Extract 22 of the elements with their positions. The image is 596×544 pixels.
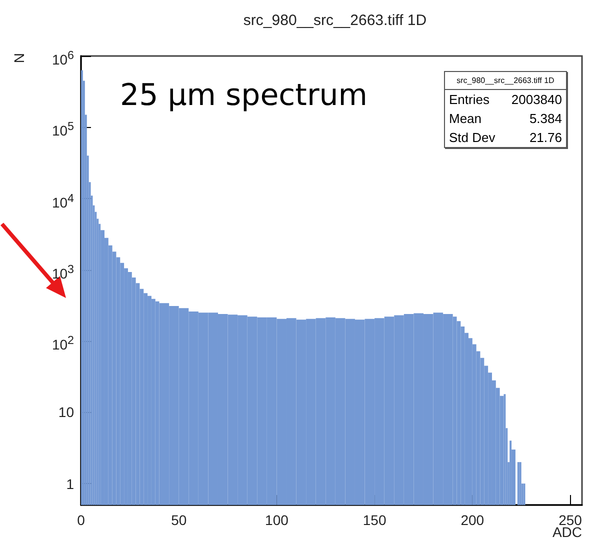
y-tick-label: 10$^{5}$ (52, 119, 74, 140)
y-axis-title: N (11, 52, 28, 64)
annotation: 25 µm spectrum (120, 78, 368, 113)
annotation: 5.384 (529, 111, 562, 126)
annotation: Mean (449, 111, 482, 126)
x-tick-label: 200 (460, 512, 484, 528)
annotation: Entries (449, 92, 490, 107)
x-tick-label: 0 (77, 512, 86, 528)
y-tick-label: 10$^{3}$ (52, 262, 74, 282)
x-tick-label: 100 (265, 512, 289, 528)
y-tick-label: 10$^{2}$ (52, 333, 74, 354)
annotation: 21.76 (529, 130, 562, 145)
annotation: Std Dev (449, 130, 496, 145)
y-tick-label: 10$^{6}$ (52, 48, 74, 69)
y-tick-label: 1 (66, 474, 74, 493)
x-tick-label: 150 (362, 512, 386, 528)
chart-title: src_980__src__2663.tiff 1D (243, 12, 427, 29)
x-tick-label: 50 (171, 512, 187, 528)
y-tick-label: 10$^{4}$ (52, 190, 74, 212)
y-tick-label: 10 (58, 403, 74, 422)
annotation: 2003840 (511, 92, 562, 107)
annotation: src_980__src__2663.tiff 1D (445, 72, 566, 90)
